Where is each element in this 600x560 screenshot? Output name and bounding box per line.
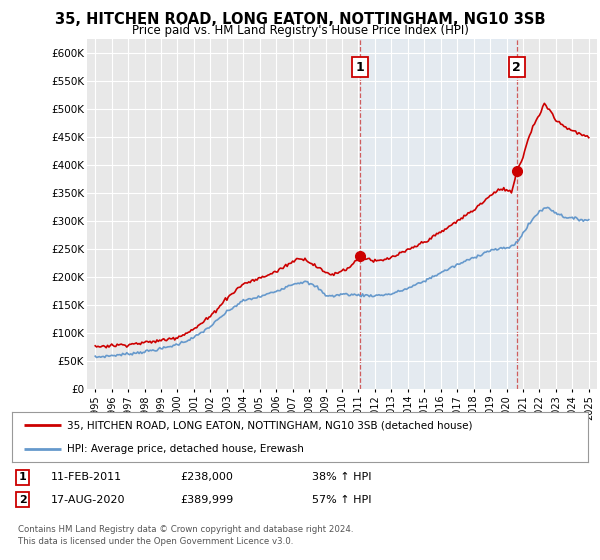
Text: 2: 2 — [512, 60, 521, 74]
Text: 1: 1 — [355, 60, 364, 74]
Text: £238,000: £238,000 — [180, 472, 233, 482]
Text: 11-FEB-2011: 11-FEB-2011 — [51, 472, 122, 482]
Text: 1: 1 — [19, 472, 26, 482]
Bar — [360, 39, 517, 389]
Text: 35, HITCHEN ROAD, LONG EATON, NOTTINGHAM, NG10 3SB (detached house): 35, HITCHEN ROAD, LONG EATON, NOTTINGHAM… — [67, 420, 472, 430]
Text: 35, HITCHEN ROAD, LONG EATON, NOTTINGHAM, NG10 3SB: 35, HITCHEN ROAD, LONG EATON, NOTTINGHAM… — [55, 12, 545, 27]
Text: 57% ↑ HPI: 57% ↑ HPI — [312, 494, 371, 505]
Text: 2: 2 — [19, 494, 26, 505]
Text: £389,999: £389,999 — [180, 494, 233, 505]
Text: HPI: Average price, detached house, Erewash: HPI: Average price, detached house, Erew… — [67, 444, 304, 454]
Text: 38% ↑ HPI: 38% ↑ HPI — [312, 472, 371, 482]
Text: 17-AUG-2020: 17-AUG-2020 — [51, 494, 125, 505]
Text: Contains HM Land Registry data © Crown copyright and database right 2024.
This d: Contains HM Land Registry data © Crown c… — [18, 525, 353, 546]
Text: Price paid vs. HM Land Registry's House Price Index (HPI): Price paid vs. HM Land Registry's House … — [131, 24, 469, 36]
